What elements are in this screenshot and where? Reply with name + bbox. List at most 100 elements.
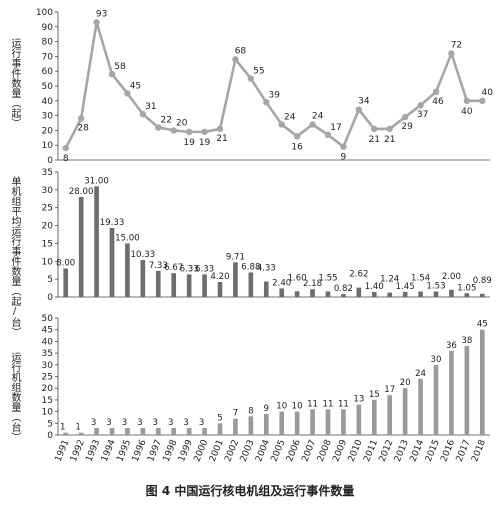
chart2-data-label: 1.54 — [411, 274, 430, 284]
chart1-point — [93, 19, 100, 26]
chart1-point — [340, 143, 347, 150]
chart2-bar — [449, 289, 454, 297]
chart2-bar — [217, 282, 223, 297]
chart1-y-tick-label: 80 — [42, 38, 54, 48]
chart1-y-tick-label: 10 — [42, 141, 54, 151]
chart3-data-label: 10 — [292, 402, 303, 412]
chart1-point — [170, 127, 177, 134]
chart2-y-tick-label: 30 — [42, 186, 54, 196]
chart1-data-label: 37 — [417, 110, 428, 120]
chart2-y-tick-label: 35 — [42, 168, 53, 178]
chart1-data-label: 22 — [161, 115, 172, 125]
chart1-point — [247, 75, 255, 82]
chart2-data-label: 6.33 — [195, 264, 214, 274]
chart2-bar — [279, 288, 285, 297]
chart1-data-label: 20 — [176, 118, 188, 128]
chart1-data-label: 68 — [235, 46, 247, 56]
chart3-bar — [263, 413, 269, 435]
chart1-data-label: 28 — [77, 124, 89, 134]
chart2-data-label: 1.53 — [426, 282, 445, 292]
chart3-y-tick-label: 35 — [42, 349, 53, 359]
chart1-point — [77, 115, 85, 122]
chart3-data-label: 45 — [477, 320, 488, 330]
chart1-point — [293, 133, 301, 140]
chart3-data-label: 11 — [307, 399, 318, 409]
chart2-data-label: 1.60 — [288, 273, 307, 283]
chart3-y-tick-label: 50 — [42, 314, 54, 324]
chart3-bar — [341, 409, 346, 435]
chart3-bar — [479, 329, 485, 435]
chart3-bar — [402, 388, 408, 435]
chart3-data-label: 5 — [217, 413, 222, 423]
chart2-y-tick-label: 10 — [42, 257, 54, 267]
chart3-data-label: 17 — [384, 385, 395, 395]
chart3-data-label: 3 — [106, 418, 111, 428]
figure-caption: 图 4 中国运行核电机组及运行事件数量 — [145, 484, 355, 498]
chart2-data-label: 4.33 — [257, 264, 276, 274]
chart1-data-label: 40 — [461, 107, 473, 117]
chart1-ylabel: 运行事件数量（起） — [9, 38, 20, 128]
chart1-y-tick-label: 50 — [42, 82, 54, 92]
chart2-data-label: 1.55 — [318, 273, 337, 283]
chart2-data-label: 1.24 — [380, 275, 399, 285]
chart1-y-tick-label: 60 — [42, 67, 54, 77]
chart1-point — [386, 125, 393, 133]
chart1-data-label: 19 — [183, 138, 195, 148]
chart1-data-label: 24 — [284, 112, 296, 122]
chart3-data-label: 3 — [199, 418, 204, 428]
chart2-bar — [155, 270, 161, 297]
chart1-y-tick-label: 20 — [42, 126, 54, 136]
chart3-data-label: 10 — [276, 402, 287, 412]
chart2-bar — [263, 281, 269, 297]
chart1-point — [463, 97, 471, 105]
chart1-y-tick-label: 40 — [42, 97, 54, 107]
chart2-bar — [325, 291, 331, 297]
chart1-data-label: 58 — [114, 62, 126, 72]
chart3-x-tick-label: 2018 — [470, 438, 488, 463]
chart2-bar — [186, 274, 192, 297]
chart2-data-label: 1.45 — [396, 282, 415, 292]
chart3-data-label: 15 — [369, 390, 380, 400]
chart2-ylabel: 单机组平均运行事件数量（起/台） — [9, 176, 20, 337]
chart2-bar — [341, 294, 346, 297]
chart2-data-label: 2.40 — [272, 278, 291, 288]
chart3-bar — [279, 411, 285, 435]
chart2-data-label: 10.33 — [131, 250, 156, 260]
chart1-point — [448, 50, 455, 57]
chart2-bar — [94, 186, 99, 297]
chart2-data-label: 15.00 — [115, 233, 140, 243]
chart1-point — [155, 124, 162, 131]
chart3-bar — [140, 427, 146, 435]
chart3-bar — [418, 378, 423, 435]
chart3-bar — [248, 416, 254, 435]
chart3-bar — [63, 432, 69, 435]
chart2-y-tick-label: 20 — [42, 222, 54, 232]
chart1-point — [232, 56, 239, 63]
chart2-data-label: 0.89 — [473, 276, 492, 286]
chart2-bar — [356, 287, 362, 297]
chart2-bar — [418, 291, 423, 297]
chart1-point — [201, 128, 208, 136]
chart2-data-label: 28.00 — [69, 187, 94, 197]
chart3-data-label: 11 — [338, 399, 349, 409]
chart3-data-label: 8 — [248, 406, 253, 416]
chart3-y-tick-label: 45 — [42, 326, 53, 336]
chart3-data-label: 1 — [60, 423, 65, 433]
chart2-data-label: 9.71 — [226, 252, 245, 262]
chart1-data-label: 46 — [432, 97, 444, 107]
chart3-data-label: 3 — [183, 418, 188, 428]
chart1-point — [401, 113, 409, 121]
chart1-point — [139, 110, 147, 118]
chart2-bar — [387, 292, 393, 297]
chart1-point — [309, 121, 316, 128]
chart3-bar — [202, 427, 207, 435]
chart2-data-label: 19.33 — [100, 218, 125, 228]
chart3-bar — [125, 427, 130, 435]
chart2-bar — [479, 293, 485, 297]
chart2-data-label: 1.05 — [457, 283, 476, 293]
chart1-data-label: 21 — [384, 135, 395, 145]
chart3-y-tick-label: 0 — [47, 431, 53, 441]
chart2-bar — [202, 274, 207, 297]
chart1-data-label: 16 — [291, 142, 303, 152]
chart3-y-tick-label: 10 — [42, 408, 54, 418]
